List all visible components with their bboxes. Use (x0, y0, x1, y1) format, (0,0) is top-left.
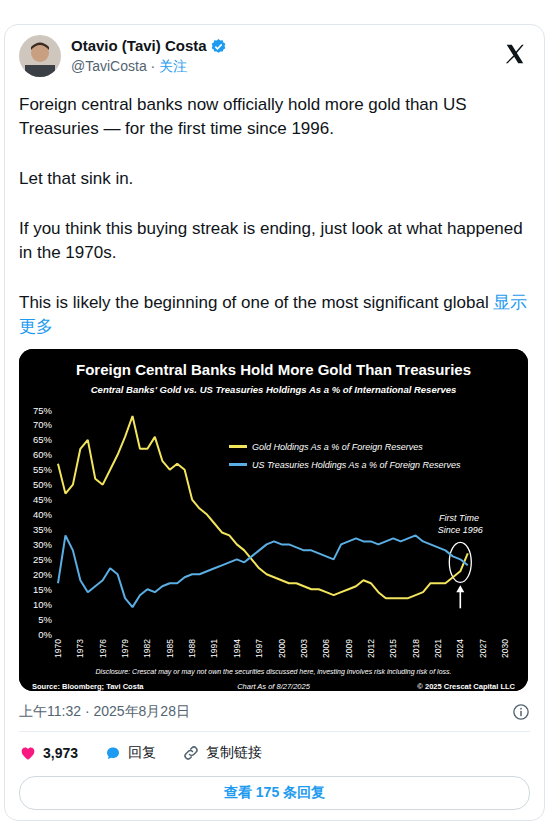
svg-text:30%: 30% (33, 539, 53, 550)
svg-text:Chart As of 8/27/2025: Chart As of 8/27/2025 (237, 682, 311, 691)
svg-text:© 2025 Crescat Capital LLC: © 2025 Crescat Capital LLC (417, 682, 515, 691)
svg-text:2015: 2015 (388, 639, 398, 658)
svg-text:1997: 1997 (254, 639, 264, 658)
svg-text:2021: 2021 (433, 639, 443, 658)
html-text:上午11:32 · 2025年8月28日: 上午11:32 · 2025年8月28日 (19, 703, 190, 719)
svg-text:65%: 65% (33, 434, 53, 445)
svg-text:2024: 2024 (455, 639, 465, 658)
svg-text:1988: 1988 (187, 639, 197, 658)
svg-text:55%: 55% (33, 464, 53, 475)
svg-text:Central Banks' Gold vs. US Tre: Central Banks' Gold vs. US Treasuries Ho… (91, 384, 457, 395)
svg-text:1985: 1985 (165, 639, 175, 658)
svg-text:1973: 1973 (75, 639, 85, 658)
svg-text:2000: 2000 (277, 639, 287, 658)
svg-text:Gold Holdings As a % of Foreig: Gold Holdings As a % of Foreign Reserves (252, 442, 423, 452)
svg-text:2006: 2006 (321, 639, 331, 658)
svg-text:70%: 70% (33, 419, 53, 430)
html-text:Let that sink in.: Let that sink in. (19, 169, 134, 188)
svg-text:2009: 2009 (344, 639, 354, 658)
svg-text:1991: 1991 (209, 639, 219, 658)
svg-text:0%: 0% (38, 629, 52, 640)
html-text:Otavio (Tavi) Costa: Otavio (Tavi) Costa (71, 37, 207, 54)
svg-text:1982: 1982 (142, 639, 152, 658)
svg-text:2012: 2012 (366, 639, 376, 658)
svg-text:2003: 2003 (299, 639, 309, 658)
svg-text:Foreign Central Banks Hold Mor: Foreign Central Banks Hold More Gold Tha… (76, 361, 471, 378)
svg-text:75%: 75% (33, 405, 53, 416)
svg-text:25%: 25% (33, 554, 53, 565)
svg-text:1979: 1979 (120, 639, 130, 658)
html-text:This is likely the beginning o: This is likely the beginning of one of t… (19, 293, 528, 336)
svg-text:Since 1996: Since 1996 (438, 525, 483, 535)
svg-text:2018: 2018 (411, 639, 421, 658)
html-text:3,973: 3,973 (43, 745, 78, 761)
svg-text:60%: 60% (33, 449, 53, 460)
svg-text:Disclosure: Crescat may or may: Disclosure: Crescat may or may not own t… (96, 668, 452, 676)
svg-text:1970: 1970 (53, 639, 63, 658)
svg-text:Source: Bloomberg; Tavi Costa: Source: Bloomberg; Tavi Costa (32, 682, 144, 691)
html-text:查看 175 条回复: 查看 175 条回复 (223, 784, 326, 800)
svg-text:US Treasuries Holdings As a %: US Treasuries Holdings As a % of Foreign… (252, 460, 461, 470)
svg-text:10%: 10% (33, 599, 53, 610)
html-text:回复: 回复 (128, 744, 156, 760)
svg-text:45%: 45% (33, 494, 53, 505)
html-text:复制链接: 复制链接 (206, 744, 262, 760)
svg-text:20%: 20% (33, 569, 53, 580)
svg-text:15%: 15% (33, 584, 53, 595)
html-text:@TaviCosta · 关注: @TaviCosta · 关注 (71, 58, 188, 74)
html-text:Foreign central banks now offi: Foreign central banks now officially hol… (19, 95, 467, 138)
html-text:If you think this buying strea: If you think this buying streak is endin… (19, 219, 523, 262)
svg-text:35%: 35% (33, 524, 53, 535)
svg-text:1994: 1994 (232, 639, 242, 658)
svg-text:1976: 1976 (98, 639, 108, 658)
svg-text:First Time: First Time (439, 513, 481, 523)
svg-text:2030: 2030 (500, 639, 510, 658)
svg-text:40%: 40% (33, 509, 53, 520)
svg-text:2027: 2027 (478, 639, 488, 658)
svg-text:50%: 50% (33, 479, 53, 490)
svg-text:5%: 5% (38, 614, 52, 625)
